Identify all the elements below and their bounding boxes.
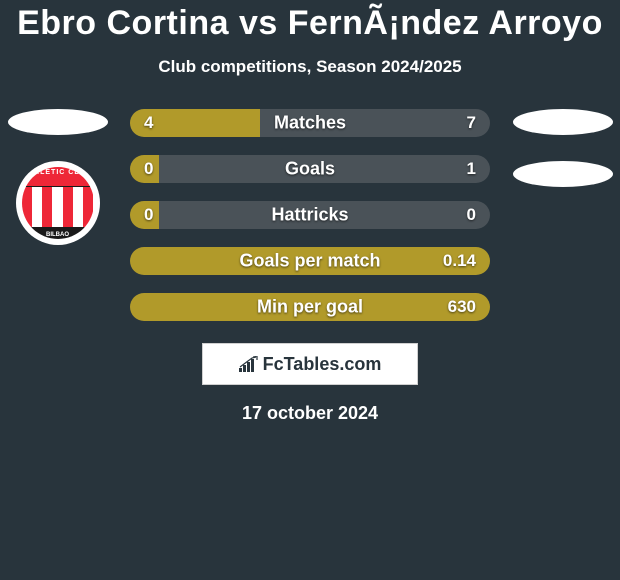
stat-value-right: 0 xyxy=(467,205,476,225)
club-badge-left: ATHLETIC CLUB BILBAO xyxy=(16,161,100,245)
brand-text: FcTables.com xyxy=(263,354,382,375)
stat-bar: Goals 0 1 xyxy=(130,155,490,183)
brand-chart-icon xyxy=(239,356,259,372)
stat-value-left: 0 xyxy=(144,205,153,225)
badge-bottom-text: BILBAO xyxy=(22,232,94,238)
subtitle: Club competitions, Season 2024/2025 xyxy=(0,57,620,77)
stat-bar: Hattricks 0 0 xyxy=(130,201,490,229)
footer: FcTables.com 17 october 2024 xyxy=(0,343,620,424)
stat-label: Goals xyxy=(285,159,335,180)
date-text: 17 october 2024 xyxy=(242,403,378,424)
stat-label: Min per goal xyxy=(257,297,363,318)
stat-value-right: 1 xyxy=(467,159,476,179)
stat-value-right: 7 xyxy=(467,113,476,133)
stat-value-left: 4 xyxy=(144,113,153,133)
right-column xyxy=(510,109,615,187)
main-row: ATHLETIC CLUB BILBAO Matches47Goals01Hat xyxy=(0,109,620,321)
stat-value-right: 0.14 xyxy=(443,251,476,271)
stat-bar: Goals per match 0.14 xyxy=(130,247,490,275)
page-title: Ebro Cortina vs FernÃ¡ndez Arroyo xyxy=(0,4,620,43)
stats-column: Matches 4 7 Goals 0 1 Hattricks 0 0 Goals per mat… xyxy=(130,109,490,321)
stat-label: Matches xyxy=(274,113,346,134)
player-left-avatar xyxy=(8,109,108,135)
player-right-avatar xyxy=(513,109,613,135)
stat-bar: Matches 4 7 xyxy=(130,109,490,137)
stat-label: Hattricks xyxy=(271,205,348,226)
left-column: ATHLETIC CLUB BILBAO xyxy=(5,109,110,245)
stat-label: Goals per match xyxy=(239,251,380,272)
stat-value-left: 0 xyxy=(144,159,153,179)
brand-logo-box: FcTables.com xyxy=(202,343,418,385)
stat-value-right: 630 xyxy=(448,297,476,317)
stat-bar: Min per goal 630 xyxy=(130,293,490,321)
badge-top-text: ATHLETIC CLUB xyxy=(22,169,94,176)
club-badge-right-placeholder xyxy=(513,161,613,187)
